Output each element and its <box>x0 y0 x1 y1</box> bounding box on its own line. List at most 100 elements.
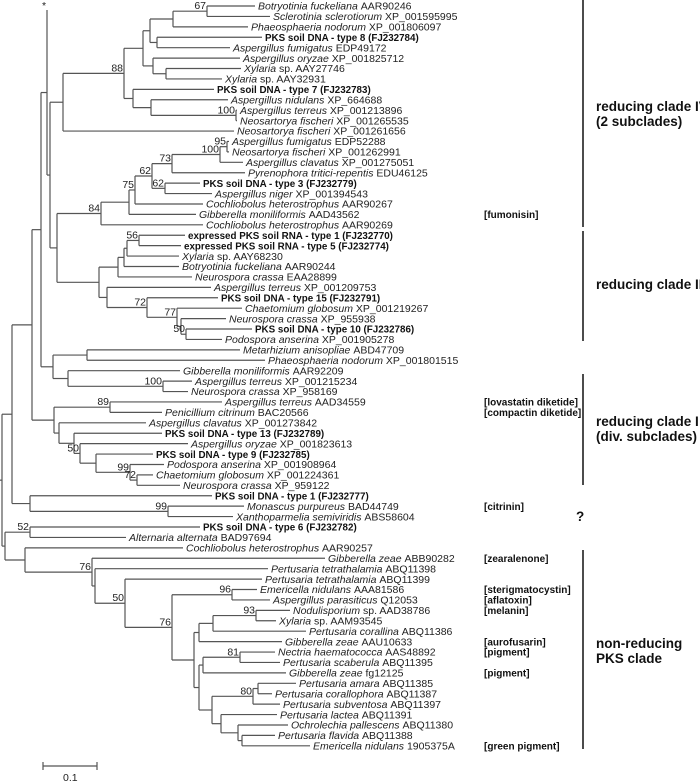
accession: XP_001823613 <box>280 438 353 450</box>
accession: BAD44749 <box>348 501 399 513</box>
leaf-label: Neurospora crassa XP_959122 <box>183 480 330 492</box>
species-name: Pertusaria tetrathalamia <box>271 563 385 575</box>
species-name: Neosartorya fischeri <box>240 115 336 127</box>
species-name: Xylaria <box>278 615 314 627</box>
bootstrap-value: 81 <box>227 646 239 658</box>
species-name: Nodulisporium <box>293 605 363 617</box>
accession: XP_958169 <box>283 386 338 398</box>
compound-label: [melanin] <box>484 606 528 617</box>
accession: AAD34559 <box>315 397 366 409</box>
species-name: Emericella nidulans <box>313 741 407 753</box>
species-name: Pertusaria scaberula <box>283 657 382 669</box>
accession: XP_001275051 <box>342 157 415 169</box>
bootstrap-value: 73 <box>159 153 171 165</box>
accession: XP_001905278 <box>322 334 395 346</box>
species-name: Xanthoparmelia semiviridis <box>235 511 364 523</box>
clade-label: reducing clade I <box>596 414 699 429</box>
species-name: Pertusaria corallophora <box>275 688 386 700</box>
bootstrap-value: 76 <box>79 561 91 573</box>
species-name: Emericella nidulans <box>260 584 354 596</box>
accession: EDP49172 <box>336 42 387 54</box>
leaf-label: Pertusaria subventosa ABQ11397 <box>283 699 441 711</box>
species-name: Botryotinia fuckeliana <box>182 261 285 273</box>
leaf-label: Gibberella moniliformis AAD43562 <box>199 209 360 221</box>
compound-label: [zearalenone] <box>484 554 548 565</box>
leaf-label: Monascus purpureus BAD44749 <box>247 501 399 513</box>
species-name: Aspergillus terreus <box>213 282 304 294</box>
accession: AAS48892 <box>385 647 435 659</box>
leaf-label: Botryotinia fuckeliana AAR90244 <box>182 261 336 273</box>
accession: ABQ11386 <box>402 626 453 638</box>
compound-label: [aflatoxin] <box>484 596 532 607</box>
accession: XP_959122 <box>275 480 330 492</box>
leaf-label: Botryotinia fuckeliana AAR90246 <box>258 1 412 13</box>
species-name: Aspergillus oryzae <box>242 53 332 65</box>
species-name: Aspergillus fumigatus <box>232 42 336 54</box>
leaf-label: Neosartorya fischeri XP_001265535 <box>240 115 409 127</box>
bootstrap-value: 67 <box>194 0 206 12</box>
accession: AAA81586 <box>354 584 404 596</box>
scale-bar: 0.1 <box>42 762 98 783</box>
leaf-label: Gibberella moniliformis AAR92209 <box>183 365 344 377</box>
leaf-label: Xylaria sp. AAM93545 <box>278 615 382 627</box>
leaf-label: Gibberella zeae fg12125 <box>289 668 404 680</box>
species-name: Pyrenophora tritici-repentis <box>248 167 376 179</box>
leaf-label: Nodulisporium sp. AAD38786 <box>293 605 430 617</box>
compound-label: [pigment] <box>484 669 530 680</box>
leaf-label: PKS soil DNA - type 3 (FJ232779) <box>203 179 357 190</box>
accession: sp. AAD38786 <box>363 605 430 617</box>
leaf-label: Cochliobolus heterostrophus AAR90257 <box>186 543 373 555</box>
accession: XP_664688 <box>327 94 382 106</box>
leaf-label: Aspergillus oryzae XP_001823613 <box>190 438 352 450</box>
accession: EDU46125 <box>376 167 428 179</box>
accession: 1905375A <box>407 741 455 753</box>
accession: sp. AAY32931 <box>260 74 326 86</box>
leaf-label: Phaeosphaeria nodorum XP_001801515 <box>268 355 458 367</box>
accession: EDP52288 <box>335 136 386 148</box>
leaf-label: Aspergillus fumigatus EDP52288 <box>231 136 386 148</box>
species-name: Aspergillus terreus <box>224 397 315 409</box>
leaf-label: Pertusaria amara ABQ11385 <box>299 678 433 690</box>
species-name: Xylaria <box>224 74 260 86</box>
leaf-label: Aspergillus terreus XP_001213896 <box>239 105 402 117</box>
species-name: Aspergillus niger <box>214 188 296 200</box>
leaf-label: Pyrenophora tritici-repentis EDU46125 <box>248 167 428 179</box>
species-name: Neosartorya fischeri <box>232 147 328 159</box>
bootstrap-value: 80 <box>240 685 252 697</box>
leaf-label: Neurospora crassa XP_958169 <box>191 386 338 398</box>
leaf-label: Sclerotinia sclerotiorum XP_001595995 <box>273 11 458 23</box>
species-name: Aspergillus terreus <box>239 105 330 117</box>
accession: AAR90257 <box>322 543 373 555</box>
species-name: Phaeosphaeria nodorum <box>251 22 369 34</box>
bootstrap-value: 89 <box>97 396 109 408</box>
accession: BAD97694 <box>221 532 272 544</box>
accession: XP_001213896 <box>330 105 403 117</box>
leaf-label: Podospora anserina XP_001908964 <box>167 459 336 471</box>
leaf-label: Pertusaria flavida ABQ11388 <box>278 730 413 742</box>
leaf-label: Neosartorya fischeri XP_001261656 <box>237 126 406 138</box>
species-name: Botryotinia fuckeliana <box>258 1 361 13</box>
accession: ABQ11385 <box>382 678 433 690</box>
accession: ABD47709 <box>353 345 404 357</box>
bootstrap-value: 52 <box>17 521 29 533</box>
accession: ABQ11395 <box>382 657 433 669</box>
leaf-label: PKS soil DNA - type 10 (FJ232786) <box>255 325 414 336</box>
leaf-label: Aspergillus terreus AAD34559 <box>224 397 366 409</box>
leaf-label: PKS soil DNA - type 13 (FJ232789) <box>165 429 324 440</box>
bootstrap-value: 95 <box>214 136 226 148</box>
bootstrap-value: 99 <box>155 500 167 512</box>
accession: ABQ11388 <box>362 730 413 742</box>
leaf-label: Penicillium citrinum BAC20566 <box>165 407 309 419</box>
compound-annotations: [fumonisin] [lovastatin diketide][compact… <box>484 210 581 752</box>
leaf-label: Aspergillus clavatus XP_001275051 <box>245 157 414 169</box>
accession: ABS58604 <box>364 511 414 523</box>
species-name: Gibberella zeae <box>289 668 365 680</box>
leaf-label: Podospora anserina XP_001905278 <box>225 334 394 346</box>
leaf-label: Phaeosphaeria nodorum XP_001806097 <box>251 22 441 34</box>
leaf-labels: Botryotinia fuckeliana AAR90246Sclerotin… <box>128 1 458 753</box>
bootstrap-value: 62 <box>139 165 151 177</box>
bootstrap-value: 100 <box>201 143 219 155</box>
clade-label: (2 subclades) <box>596 114 682 129</box>
clade-label: reducing clade III <box>596 277 700 292</box>
scale-bar-label: 0.1 <box>63 772 78 783</box>
